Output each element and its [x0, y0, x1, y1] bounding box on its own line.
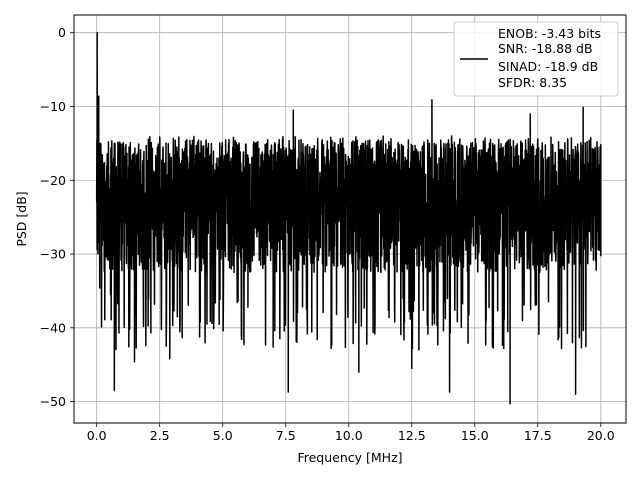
legend-entry-snr: SNR: -18.88 dB	[498, 41, 593, 56]
x-tick-label: 17.5	[524, 428, 552, 443]
x-tick-label: 10.0	[335, 428, 363, 443]
y-tick-label: −30	[40, 247, 66, 262]
x-tick-label: 5.0	[213, 428, 233, 443]
plot-area	[95, 31, 602, 405]
x-axis-ticks: 0.0 2.5 5.0 7.5 10.0 12.5 15.0 17.5 20.0	[87, 423, 615, 443]
y-tick-label: −40	[40, 320, 66, 335]
y-tick-label: 0	[58, 25, 66, 40]
axes-frame	[73, 14, 627, 424]
legend-entry-enob: ENOB: -3.43 bits	[498, 26, 601, 41]
x-axis-label: Frequency [MHz]	[297, 450, 402, 465]
legend: ENOB: -3.43 bits SNR: -18.88 dB SINAD: -…	[453, 21, 619, 97]
y-axis-ticks: 0 −10 −20 −30 −40 −50	[40, 25, 74, 409]
x-tick-label: 7.5	[276, 428, 296, 443]
y-tick-label: −10	[40, 99, 66, 114]
legend-entry-sfdr: SFDR: 8.35	[498, 75, 567, 90]
x-tick-label: 0.0	[87, 428, 107, 443]
y-axis-label: PSD [dB]	[14, 191, 29, 246]
y-tick-label: −20	[40, 173, 66, 188]
psd-series-line	[95, 31, 602, 405]
x-tick-label: 2.5	[150, 428, 170, 443]
legend-entry-sinad: SINAD: -18.9 dB	[498, 59, 598, 74]
legend-box	[453, 21, 619, 97]
x-tick-label: 15.0	[461, 428, 489, 443]
x-tick-label: 20.0	[587, 428, 615, 443]
y-tick-label: −50	[40, 394, 66, 409]
x-tick-label: 12.5	[398, 428, 426, 443]
